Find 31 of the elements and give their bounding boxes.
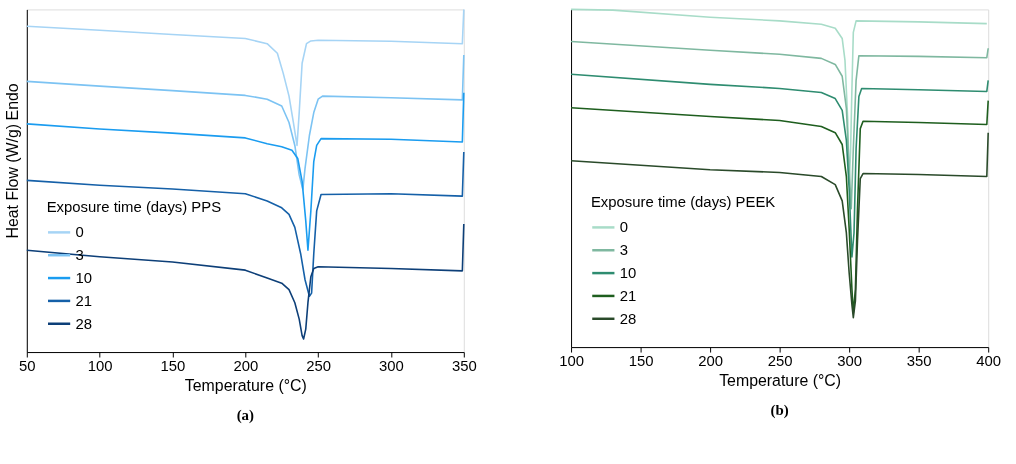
legend-title: Exposure time (days) PPS: [46, 199, 222, 216]
x-tick-label: 250: [306, 358, 332, 375]
x-tick-label: 350: [451, 358, 477, 375]
legend-label: 0: [619, 219, 629, 236]
x-tick-label: 250: [767, 353, 793, 370]
legend-label: 0: [75, 224, 84, 241]
legend-label: 28: [75, 315, 93, 332]
x-tick-label: 200: [698, 353, 724, 370]
legend-label: 10: [75, 270, 93, 287]
x-axis-title: Temperature (°C): [184, 377, 307, 395]
legend-label: 21: [75, 292, 93, 309]
x-tick-label: 400: [976, 353, 1002, 370]
text: Endo: [3, 83, 21, 121]
text: (b): [770, 401, 789, 419]
x-tick-label: 150: [628, 353, 654, 370]
x-tick-label: 300: [837, 353, 863, 370]
x-tick-label: 100: [559, 353, 584, 370]
x-tick-label: 300: [379, 358, 404, 375]
x-tick-label: 50: [19, 358, 36, 375]
x-axis-title: Temperature (°C): [719, 372, 842, 390]
x-tick-label: 150: [160, 358, 186, 375]
legend-title: Exposure time (days) PEEK: [590, 194, 776, 211]
legend-label: 28: [619, 310, 637, 327]
y-axis-title: Heat Flow (W/g): [4, 123, 22, 239]
x-tick-label: 200: [233, 358, 259, 375]
text: (a): [236, 406, 255, 424]
legend-label: 21: [619, 287, 637, 304]
x-tick-label: 100: [87, 358, 113, 375]
legend-label: 10: [619, 265, 637, 282]
x-tick-label: 350: [906, 353, 932, 370]
legend-label: 3: [619, 242, 629, 259]
